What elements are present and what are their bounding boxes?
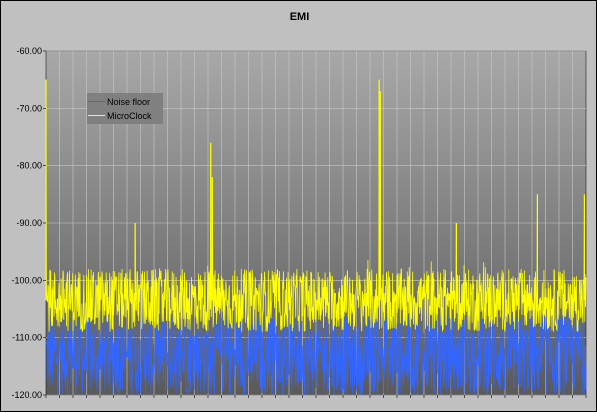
y-tick-label: -100.00 bbox=[11, 275, 42, 285]
legend-swatch-microclock bbox=[88, 115, 105, 116]
y-tick-label: -80.00 bbox=[16, 161, 42, 171]
series-line-microclock bbox=[45, 79, 587, 332]
legend-swatch-noise-floor bbox=[88, 101, 105, 102]
y-tick-label: -110.00 bbox=[12, 333, 42, 343]
chart-title: EMI bbox=[289, 11, 310, 23]
legend-label-noise-floor: Noise floor bbox=[107, 97, 151, 107]
legend-label-microclock: MicroClock bbox=[107, 111, 152, 121]
y-tick-label: -90.00 bbox=[16, 218, 42, 228]
y-tick-label: -70.00 bbox=[16, 103, 42, 113]
y-tick-label: -60.00 bbox=[16, 46, 42, 56]
y-tick-label: -120.00 bbox=[11, 390, 42, 400]
legend: Noise floor MicroClock bbox=[87, 93, 163, 124]
series-line-noise-floor bbox=[45, 305, 587, 395]
